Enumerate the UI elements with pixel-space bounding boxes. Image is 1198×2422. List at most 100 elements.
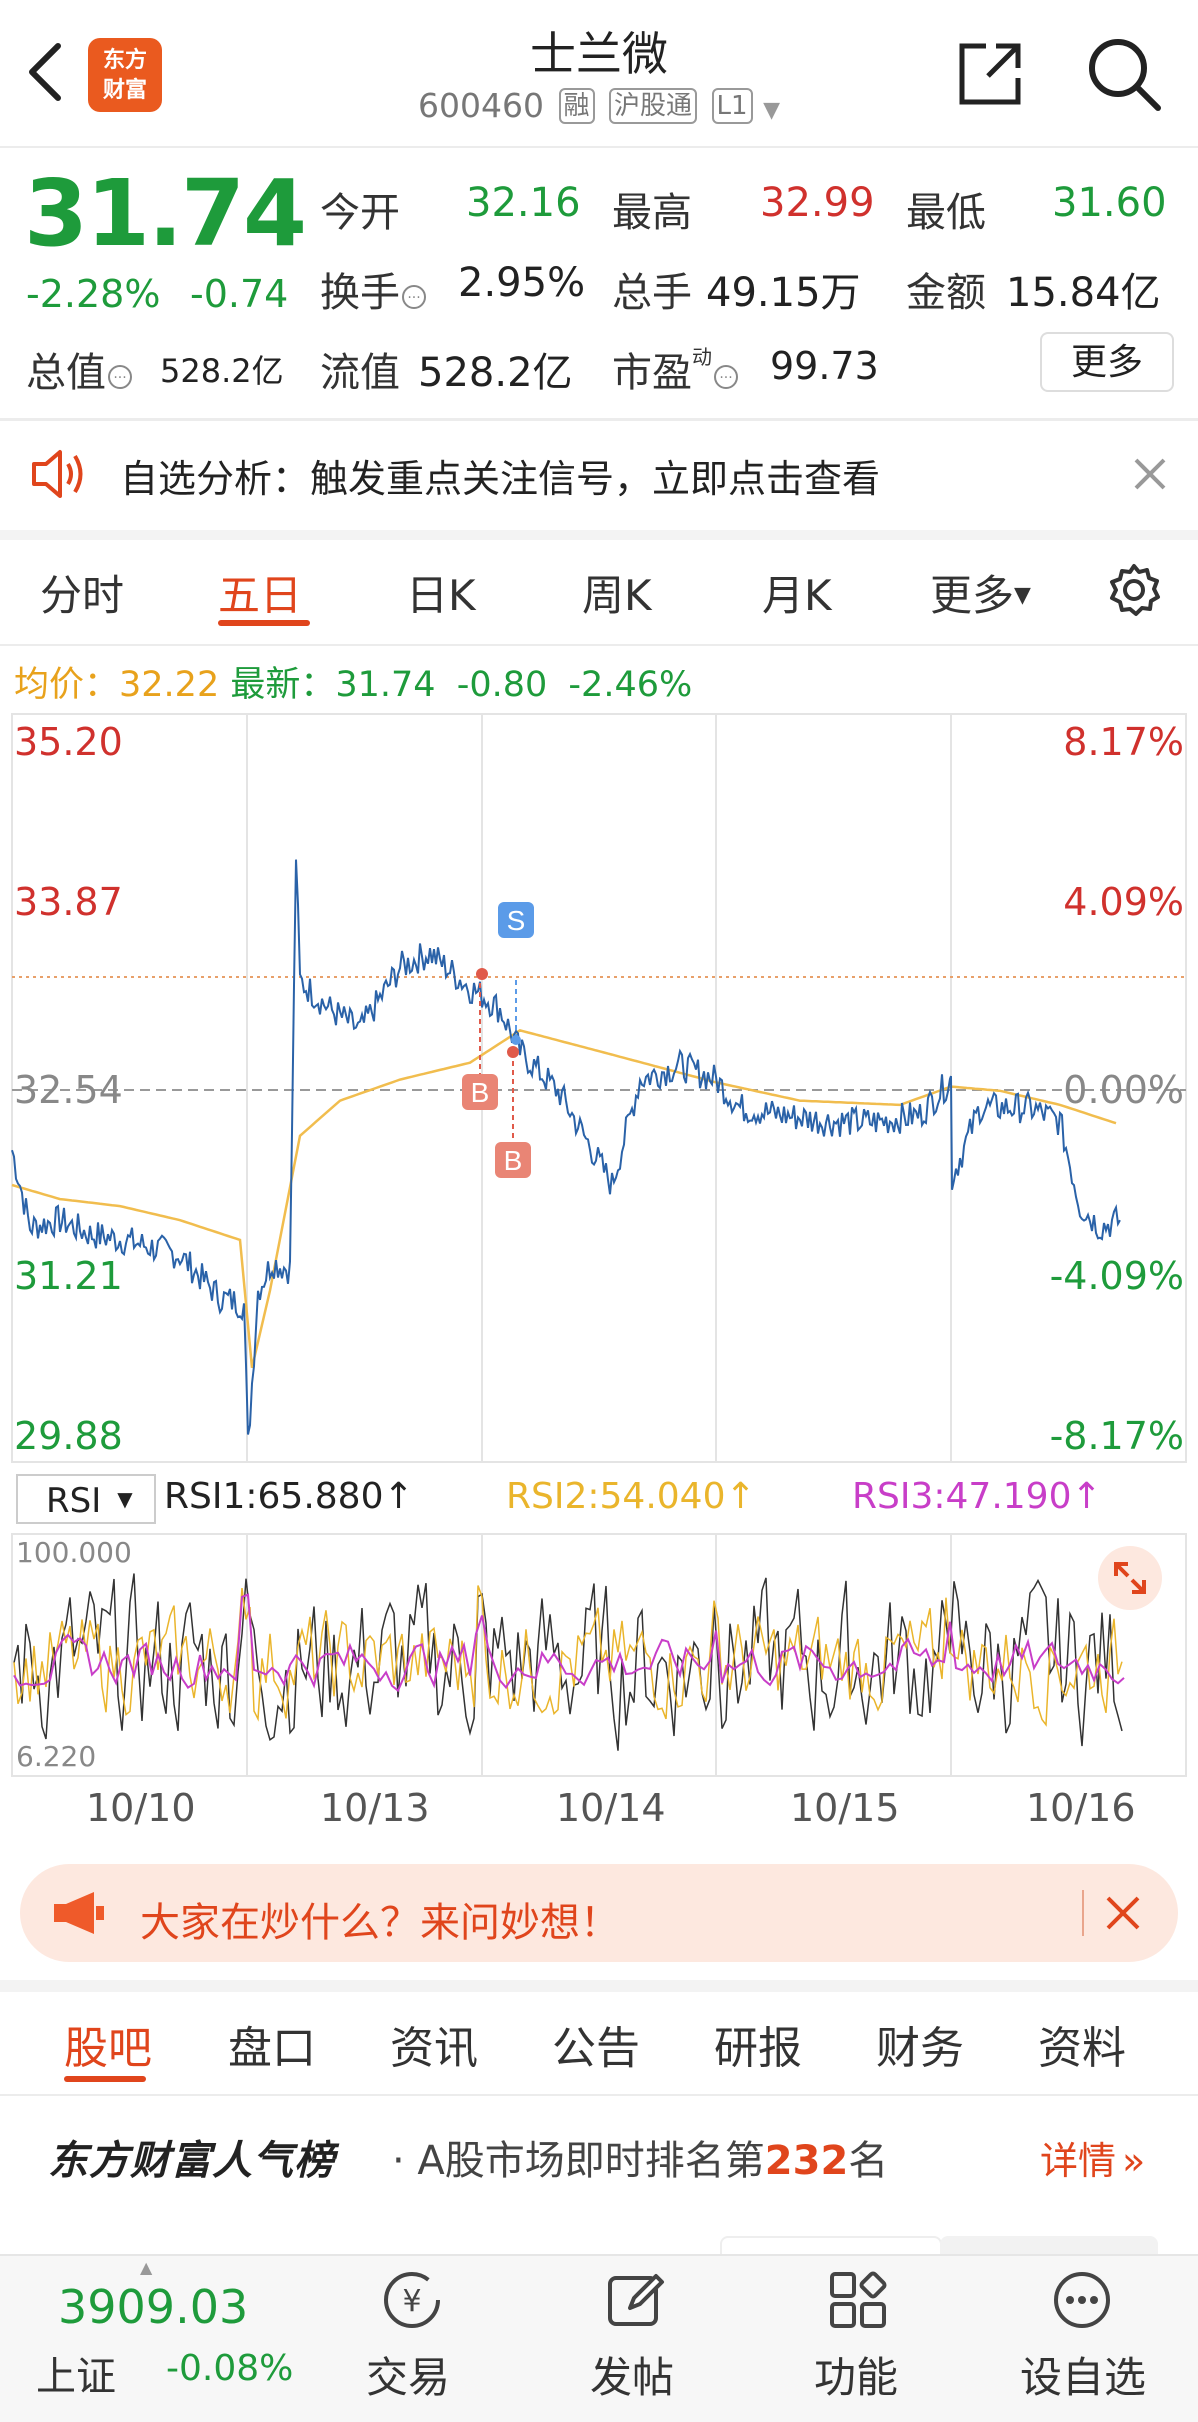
y-tick-left: 33.87 — [14, 880, 123, 924]
mktcap-label: 总值 ··· — [26, 340, 132, 398]
y-tick-right: -8.17% — [1049, 1414, 1184, 1458]
amount-value: 15.84亿 — [1006, 270, 1161, 316]
tab-five-day[interactable]: 五日 — [218, 571, 303, 620]
y-tick-right: 0.00% — [1063, 1068, 1184, 1112]
open-value: 32.16 — [466, 180, 581, 226]
trade-icon[interactable]: ¥ — [376, 2268, 448, 2336]
level-tag: L1 — [711, 88, 753, 124]
y-tick-right: -4.09% — [1049, 1254, 1184, 1298]
volume-label: 总手 — [612, 270, 692, 316]
rank-text: · A股市场即时排名第232名 — [392, 2138, 889, 2184]
rsi-chart[interactable] — [0, 1532, 1198, 1780]
close-icon[interactable] — [1130, 454, 1170, 498]
share-icon[interactable] — [956, 40, 1024, 108]
high-label: 最高 — [612, 190, 692, 236]
svg-text:B: B — [471, 1077, 490, 1108]
close-icon[interactable] — [1104, 1894, 1142, 1936]
nav-add-watchlist[interactable]: 设自选 — [1020, 2353, 1147, 2402]
banner-text[interactable]: 大家在炒什么？来问妙想！ — [140, 1900, 620, 1946]
info-icon[interactable]: ··· — [714, 365, 738, 389]
back-icon[interactable] — [22, 40, 66, 104]
apps-icon[interactable] — [826, 2268, 890, 2336]
tab-daily-k[interactable]: 日K — [406, 571, 476, 620]
x-tick: 10/15 — [790, 1786, 900, 1830]
price-chart[interactable]: S B B — [0, 712, 1198, 1464]
y-tick-right: 4.09% — [1063, 880, 1184, 924]
index-name[interactable]: 上证 — [36, 2354, 116, 2400]
x-tick: 10/13 — [320, 1786, 430, 1830]
x-tick: 10/14 — [556, 1786, 666, 1830]
tab-more[interactable]: 更多▼ — [930, 571, 1031, 620]
high-value: 32.99 — [760, 180, 875, 226]
y-tick-left: 29.88 — [14, 1414, 123, 1458]
float-label: 流值 — [320, 350, 400, 396]
turnover-value: 2.95% — [458, 260, 586, 306]
popularity-logo: 东方财富人气榜 — [48, 2138, 335, 2184]
tab-profile[interactable]: 资料 — [1038, 2023, 1126, 2074]
change-value: -0.74 — [190, 272, 289, 316]
more-dots-icon[interactable] — [1050, 2268, 1114, 2336]
tab-underline — [64, 2076, 146, 2082]
edit-icon[interactable] — [604, 2268, 668, 2336]
tab-pankou[interactable]: 盘口 — [228, 2023, 316, 2074]
svg-text:S: S — [507, 905, 526, 936]
info-icon[interactable]: ··· — [402, 285, 426, 309]
tab-weekly-k[interactable]: 周K — [582, 571, 652, 620]
notice-text[interactable]: 自选分析：触发重点关注信号，立即点击查看 — [120, 457, 881, 501]
margin-tag: 融 — [558, 88, 595, 124]
rsi2-series — [13, 1585, 1123, 1727]
volume-value: 49.15万 — [706, 270, 861, 316]
chevron-down-icon[interactable]: ▼ — [763, 98, 780, 123]
bottom-nav — [0, 2254, 1198, 2422]
nav-functions[interactable]: 功能 — [814, 2353, 899, 2402]
tab-finance[interactable]: 财务 — [876, 2023, 964, 2074]
stock-code-line: 600460 融 沪股通 L1 ▼ — [0, 86, 1198, 125]
price-series — [11, 859, 1121, 1435]
low-label: 最低 — [906, 190, 986, 236]
last-price: 31.74 — [24, 160, 307, 267]
x-tick: 10/10 — [86, 1786, 196, 1830]
y-tick-left: 31.21 — [14, 1254, 123, 1298]
avg-price-series — [11, 1029, 1117, 1369]
nav-trade[interactable]: 交易 — [366, 2353, 451, 2402]
more-button[interactable]: 更多 — [1040, 332, 1174, 392]
tab-announcements[interactable]: 公告 — [552, 2023, 640, 2074]
tab-guba[interactable]: 股吧 — [64, 2023, 152, 2074]
expand-icon[interactable] — [1098, 1546, 1162, 1610]
gear-icon[interactable] — [1106, 562, 1162, 622]
mktcap-value: 528.2亿 — [160, 352, 284, 390]
info-icon[interactable]: ··· — [108, 365, 132, 389]
indicator-select[interactable]: RSI ▼ — [16, 1474, 156, 1524]
rsi3-value: RSI3:47.190↑ — [852, 1476, 1102, 1517]
tab-monthly-k[interactable]: 月K — [762, 571, 832, 620]
nav-post[interactable]: 发帖 — [590, 2353, 675, 2402]
rsi-min: 6.220 — [16, 1740, 97, 1773]
banner-divider — [1082, 1890, 1084, 1936]
ai-banner[interactable] — [20, 1864, 1178, 1962]
change-pct: -2.28% — [26, 272, 161, 316]
megaphone-icon — [50, 1890, 106, 1940]
open-label: 今开 — [320, 190, 400, 236]
rsi2-value: RSI2:54.040↑ — [506, 1476, 756, 1517]
tab-underline — [218, 620, 310, 626]
card-edge — [940, 2236, 1158, 2256]
rank-detail-link[interactable]: 详情» — [1040, 2139, 1146, 2183]
stock-name: 士兰微 — [530, 27, 668, 81]
rsi1-series — [13, 1573, 1123, 1751]
stock-code: 600460 — [418, 86, 544, 125]
search-icon[interactable] — [1086, 36, 1162, 112]
avg-price-line: 均价：32.22 最新：31.74 -0.80 -2.46% — [14, 665, 693, 705]
trade-markers: S B B — [462, 902, 534, 1178]
float-value: 528.2亿 — [418, 350, 573, 396]
svg-text:¥: ¥ — [402, 2284, 421, 2319]
rsi3-series — [13, 1593, 1125, 1693]
svg-text:B: B — [504, 1145, 523, 1176]
y-tick-left: 35.20 — [14, 720, 123, 764]
rsi1-value: RSI1:65.880↑ — [164, 1476, 414, 1517]
chevron-up-icon[interactable]: ▲ — [140, 2258, 153, 2277]
tab-news[interactable]: 资讯 — [390, 2023, 478, 2074]
tab-research[interactable]: 研报 — [714, 2023, 802, 2074]
index-value[interactable]: 3909.03 — [58, 2280, 249, 2334]
speaker-icon — [28, 446, 88, 506]
tab-intraday[interactable]: 分时 — [40, 571, 125, 620]
